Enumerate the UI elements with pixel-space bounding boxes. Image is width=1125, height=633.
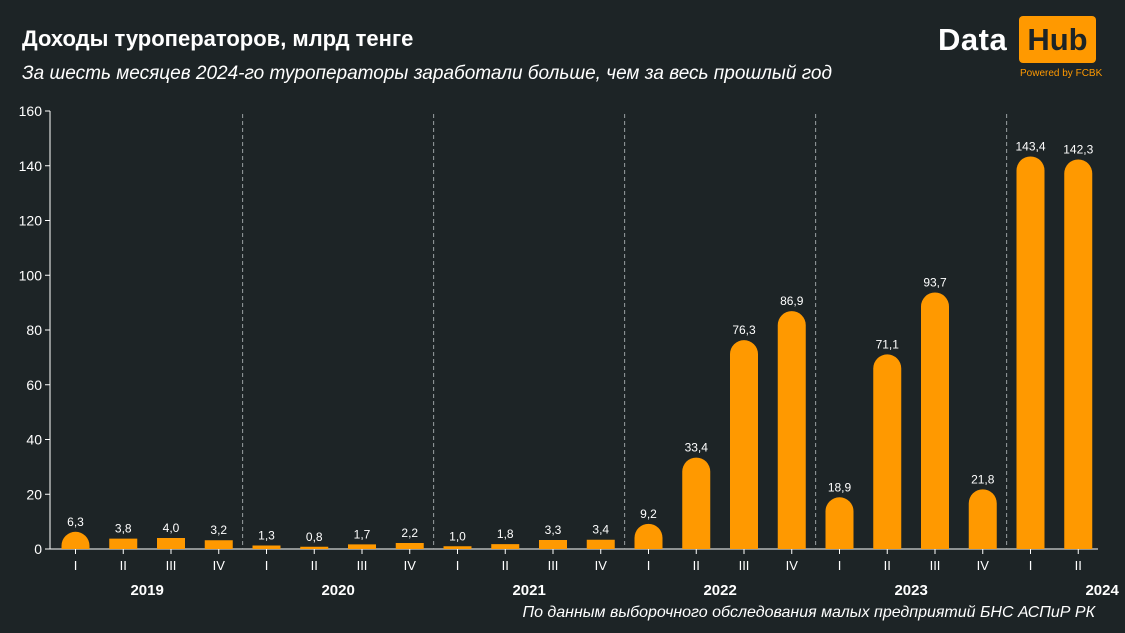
quarter-label: II	[311, 558, 318, 573]
quarter-label: IV	[213, 558, 226, 573]
data-label: 18,9	[828, 480, 852, 494]
quarter-label: II	[120, 558, 127, 573]
logo-word-hub: Hub	[1019, 16, 1096, 63]
data-label: 1,7	[354, 527, 371, 541]
bar	[157, 538, 185, 549]
year-label: 2021	[512, 582, 545, 599]
quarter-label: I	[647, 558, 651, 573]
quarter-label: I	[456, 558, 460, 573]
quarter-label: III	[357, 558, 368, 573]
data-label: 1,0	[449, 529, 466, 543]
bar	[395, 542, 424, 549]
y-tick-label: 20	[26, 486, 42, 502]
data-label: 142,3	[1063, 142, 1093, 156]
data-label: 0,8	[306, 530, 323, 544]
bar	[873, 354, 902, 549]
bar	[1064, 159, 1093, 550]
chart-subtitle: За шесть месяцев 2024-го туроператоры за…	[22, 63, 832, 84]
bar	[682, 457, 711, 549]
quarter-label: II	[1075, 558, 1082, 573]
data-label: 1,3	[258, 528, 275, 542]
bar	[539, 539, 567, 549]
y-tick-label: 80	[26, 322, 42, 338]
logo-powered-by: Powered by FCBK	[1020, 68, 1103, 79]
y-tick-label: 40	[26, 432, 42, 448]
quarter-label: II	[502, 558, 509, 573]
year-label: 2019	[130, 582, 163, 599]
data-label: 2,2	[401, 526, 418, 540]
quarter-label: IV	[977, 558, 990, 573]
quarter-label: II	[884, 558, 891, 573]
quarter-label: IV	[595, 558, 608, 573]
y-tick-label: 140	[19, 158, 43, 174]
y-tick-label: 60	[26, 377, 42, 393]
datahub-logo: Data Hub Powered by FCBK	[938, 16, 1102, 82]
bar	[825, 497, 854, 549]
quarter-label: III	[166, 558, 177, 573]
bar	[921, 292, 949, 549]
bar	[61, 531, 90, 549]
quarter-label: III	[739, 558, 750, 573]
quarter-label: III	[930, 558, 941, 573]
bar	[491, 544, 520, 549]
chart-title: Доходы туроператоров, млрд тенге	[22, 26, 414, 51]
bar	[730, 340, 758, 549]
year-label: 2020	[321, 582, 354, 599]
bar	[300, 546, 329, 549]
year-label: 2022	[703, 582, 736, 599]
y-tick-label: 120	[19, 213, 43, 229]
quarter-label: IV	[786, 558, 799, 573]
quarter-label: I	[265, 558, 269, 573]
quarter-label: I	[838, 558, 842, 573]
bar	[204, 540, 233, 549]
bar	[348, 544, 376, 549]
bar	[109, 538, 138, 549]
data-label: 93,7	[923, 275, 947, 289]
quarter-label: IV	[404, 558, 417, 573]
quarter-label: I	[74, 558, 78, 573]
data-label: 4,0	[163, 521, 180, 535]
data-label: 76,3	[732, 323, 756, 337]
data-label: 9,2	[640, 507, 657, 521]
data-label: 3,8	[115, 522, 132, 536]
bar	[968, 489, 997, 549]
data-label: 86,9	[780, 294, 804, 308]
bar	[1016, 156, 1045, 549]
quarter-label: II	[693, 558, 700, 573]
data-label: 71,1	[876, 337, 900, 351]
bar	[252, 545, 281, 549]
year-label: 2023	[894, 582, 927, 599]
logo-word-data: Data	[938, 22, 1008, 57]
data-label: 3,2	[210, 523, 227, 537]
year-label: 2024	[1085, 582, 1119, 599]
bar	[443, 546, 472, 549]
data-label: 1,8	[497, 527, 514, 541]
data-label: 3,3	[545, 523, 562, 537]
bar	[586, 539, 615, 549]
data-label: 33,4	[685, 441, 709, 455]
bar	[634, 523, 663, 549]
quarter-label: III	[548, 558, 559, 573]
bar	[777, 311, 806, 549]
quarter-label: I	[1029, 558, 1033, 573]
data-label: 3,4	[592, 523, 609, 537]
y-tick-label: 0	[34, 541, 42, 557]
data-label: 21,8	[971, 472, 995, 486]
data-label: 6,3	[67, 515, 84, 529]
data-label: 143,4	[1015, 139, 1045, 153]
source-note: По данным выборочного обследования малых…	[522, 604, 1095, 621]
y-tick-label: 160	[19, 103, 43, 119]
y-tick-label: 100	[19, 267, 43, 283]
